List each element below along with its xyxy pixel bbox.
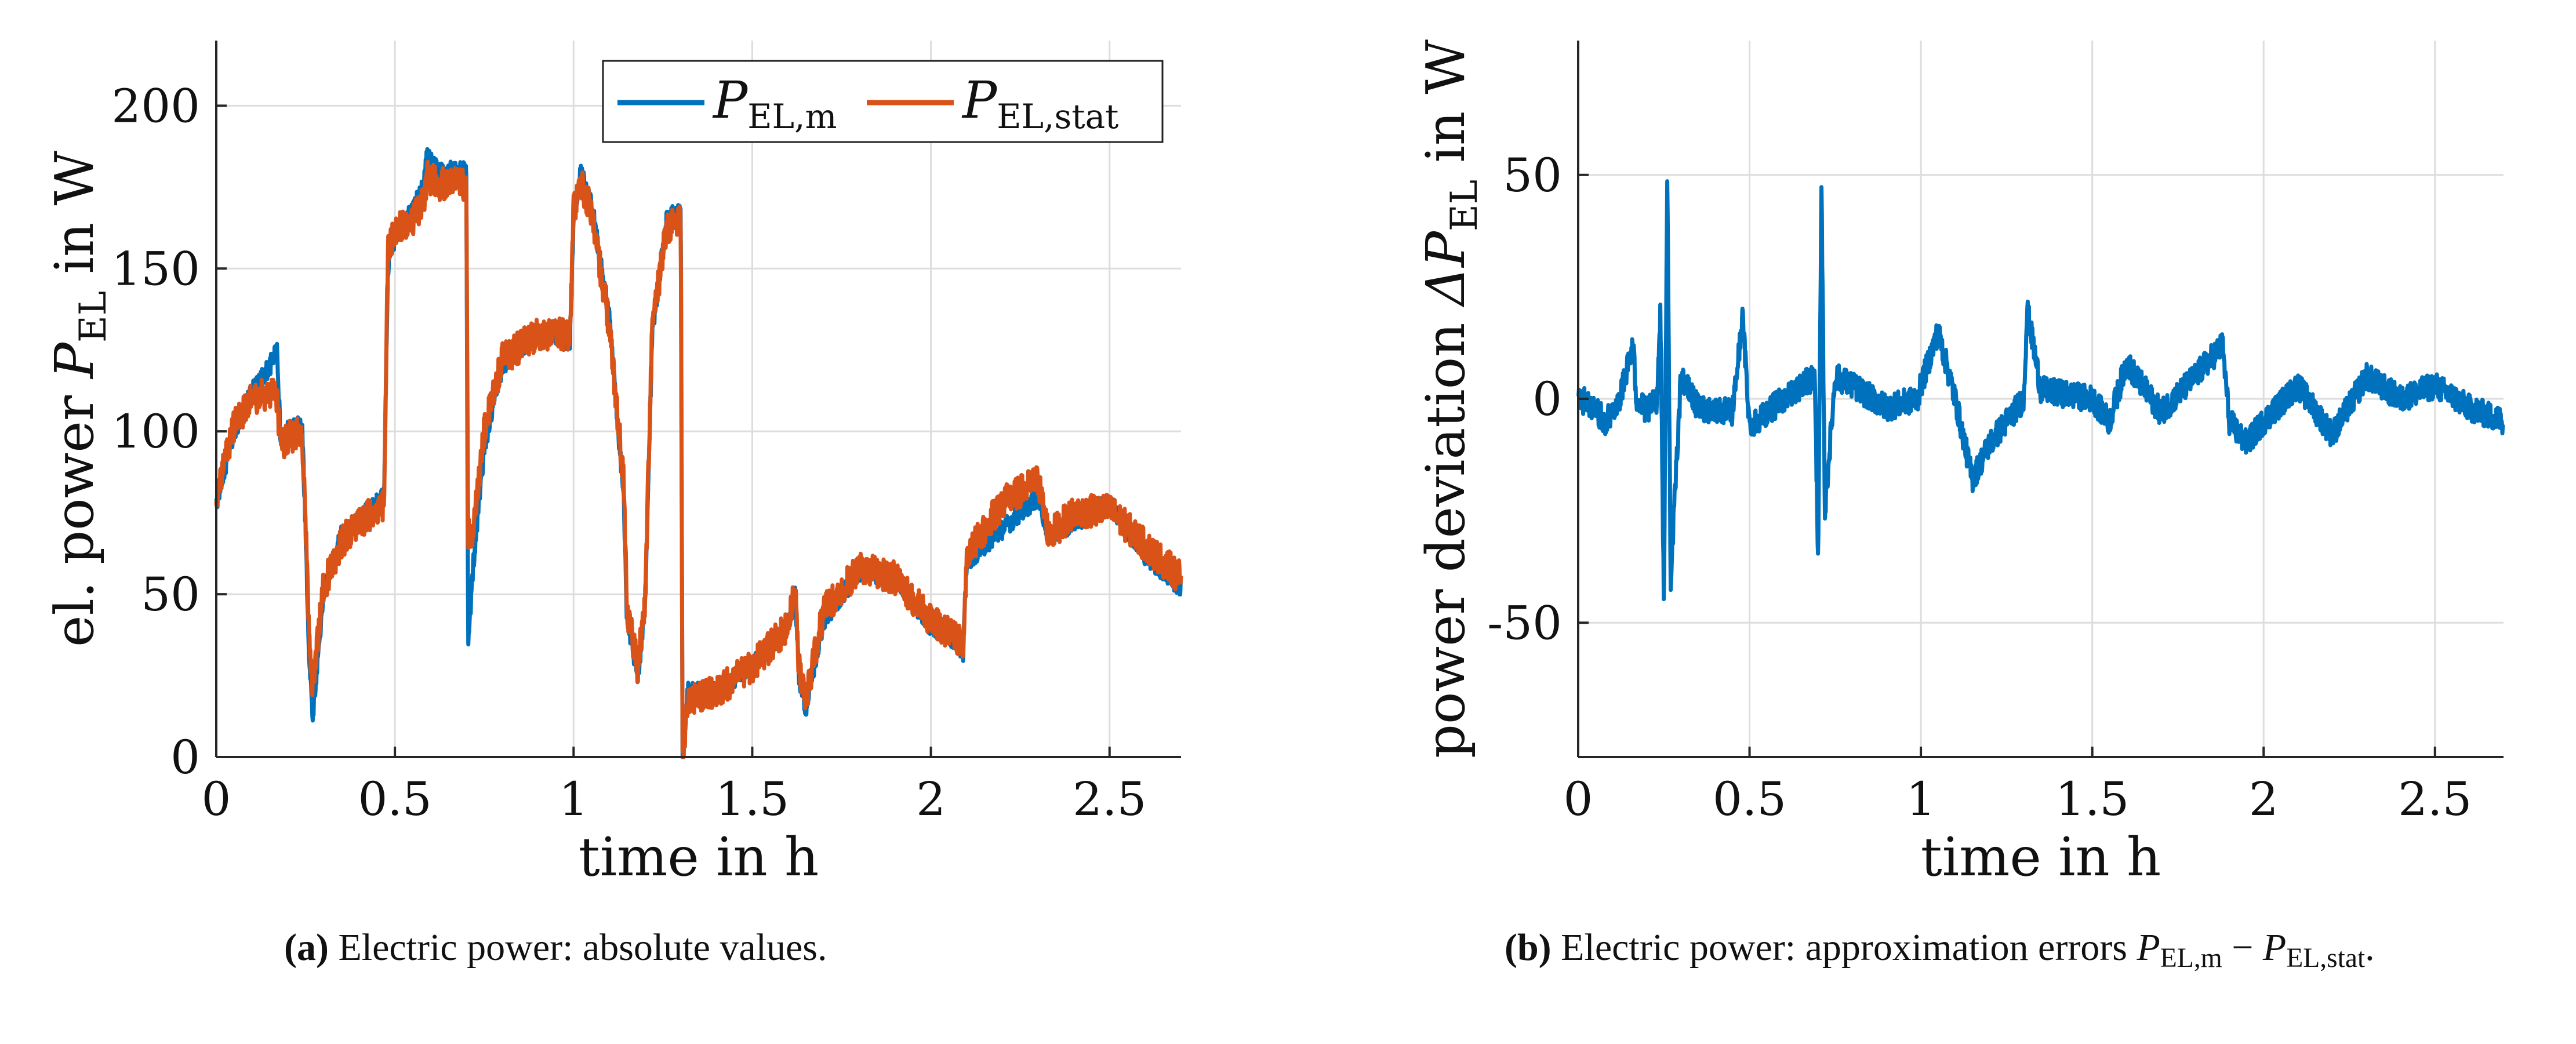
x-axis-label: time in h xyxy=(1921,826,2161,888)
y-label-prefix: power deviation xyxy=(1415,305,1477,758)
y-label-suffix: in W xyxy=(43,151,106,291)
caption-b-sub1: EL,m xyxy=(2160,943,2222,973)
x-tick-label: 1 xyxy=(559,772,588,826)
x-tick-label: 0 xyxy=(202,772,231,826)
legend-var: P xyxy=(712,70,749,130)
caption-b-text: Electric power: approximation errors xyxy=(1551,926,2137,969)
x-tick-label: 2 xyxy=(2249,772,2279,826)
y-tick-label: 200 xyxy=(111,79,200,133)
x-tick-label: 1.5 xyxy=(2055,772,2129,826)
y-tick-label: 0 xyxy=(170,730,200,784)
caption-b-label: (b) xyxy=(1505,926,1552,969)
y-tick-label: 50 xyxy=(141,568,200,621)
y-tick-label: 0 xyxy=(1532,372,1562,426)
y-tick-label: -50 xyxy=(1487,596,1562,650)
legend-entry: PEL,stat xyxy=(961,70,1118,136)
caption-a-label: (a) xyxy=(284,926,329,969)
y-tick-label: 150 xyxy=(111,242,200,296)
x-tick-label: 0.5 xyxy=(358,772,432,826)
legend-sub: EL,m xyxy=(747,97,837,136)
x-tick-label: 2.5 xyxy=(1073,772,1146,826)
x-axis-label: time in h xyxy=(579,826,819,888)
legend-sub: EL,stat xyxy=(997,97,1118,136)
y-label-sub: EL xyxy=(72,291,115,343)
series-line-pelm xyxy=(214,147,1183,759)
caption-a: (a) Electric power: absolute values. xyxy=(284,922,827,973)
caption-b-minus: − xyxy=(2222,926,2254,969)
x-tick-label: 1 xyxy=(1906,772,1936,826)
chart-a-electric-power: 0 0.5 1 1.5 2 2.5 0 50 100 150 200 time in h el. pow… xyxy=(43,41,1183,888)
caption-b-end: . xyxy=(2365,926,2375,969)
y-label-suffix: in W xyxy=(1415,39,1477,180)
y-label-sub: EL xyxy=(1443,180,1486,231)
caption-b-var1: P xyxy=(2137,926,2160,969)
legend-var: P xyxy=(961,70,998,130)
caption-b-var2: P xyxy=(2262,926,2287,969)
y-tick-label: 50 xyxy=(1503,148,1562,202)
series-line-pel xyxy=(1576,179,2505,602)
chart-b-power-deviation: 0 0.5 1 1.5 2 2.5 -50 0 50 time in h power deviati… xyxy=(1415,39,2505,888)
caption-b-sub2: EL,stat xyxy=(2286,943,2366,973)
y-label-prefix: el. power xyxy=(43,379,106,647)
y-tick-label: 100 xyxy=(111,405,200,459)
y-label-var: P xyxy=(43,341,106,380)
x-tick-label: 0.5 xyxy=(1713,772,1786,826)
x-tick-label: 2.5 xyxy=(2398,772,2472,826)
y-label-var: ΔP xyxy=(1415,230,1477,307)
y-axis-label: power deviation ΔPEL in W xyxy=(1415,39,1486,758)
caption-a-text: Electric power: absolute values. xyxy=(328,926,827,969)
x-tick-label: 1.5 xyxy=(715,772,789,826)
caption-b: (b) Electric power: approximation errors… xyxy=(1505,922,2525,977)
x-tick-label: 0 xyxy=(1564,772,1593,826)
legend-entry: PEL,m xyxy=(712,70,837,136)
x-tick-label: 2 xyxy=(916,772,946,826)
y-axis-label: el. power PEL in W xyxy=(43,151,115,647)
series-line-pelstat xyxy=(214,159,1183,759)
